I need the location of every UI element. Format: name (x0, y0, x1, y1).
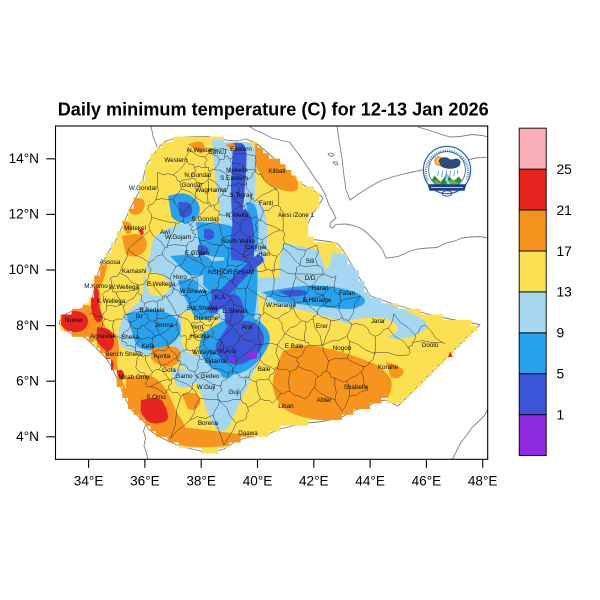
svg-text:Yem: Yem (191, 324, 203, 331)
svg-text:Afder: Afder (316, 397, 331, 404)
svg-text:S.Omo: S.Omo (146, 394, 166, 401)
svg-text:1: 1 (557, 408, 565, 423)
svg-text:Horo: Horo (173, 274, 187, 281)
svg-text:Gondar: Gondar (181, 182, 202, 189)
svg-text:WagHamra: WagHamra (195, 187, 227, 194)
svg-text:B.Bedele: B.Bedele (139, 307, 165, 314)
svg-text:N.Gondar: N.Gondar (184, 172, 211, 179)
svg-text:42°E: 42°E (299, 474, 329, 489)
svg-text:W.Shewa: W.Shewa (180, 288, 207, 295)
svg-text:Liban: Liban (278, 403, 294, 410)
svg-text:Harari: Harari (311, 285, 328, 292)
svg-text:N.Western: N.Western (187, 147, 217, 154)
svg-text:Assosa: Assosa (100, 259, 121, 266)
svg-text:Gedeo: Gedeo (201, 373, 220, 380)
svg-text:Western: Western (164, 157, 188, 164)
svg-text:K.A: K.A (215, 294, 226, 301)
svg-text:E.Hararge: E.Hararge (303, 297, 332, 304)
svg-text:Mirab Omo: Mirab Omo (118, 374, 150, 381)
svg-text:Jimma: Jimma (155, 322, 174, 329)
svg-text:D/D: D/D (305, 275, 316, 282)
svg-text:Nuwer: Nuwer (65, 317, 83, 324)
svg-text:Oromia: Oromia (246, 244, 267, 251)
svg-text:W.Wellega: W.Wellega (109, 284, 139, 291)
svg-text:South Wello: South Wello (221, 238, 255, 245)
svg-text:Nogob: Nogob (333, 345, 352, 352)
svg-text:Metekel: Metekel (124, 225, 146, 232)
svg-text:W.Arsi: W.Arsi (218, 348, 236, 355)
svg-text:Eastern: Eastern (230, 146, 252, 153)
svg-text:Jarar: Jarar (371, 318, 385, 325)
svg-text:Erer: Erer (316, 323, 328, 330)
svg-text:40°E: 40°E (243, 474, 273, 489)
svg-text:46°E: 46°E (412, 474, 442, 489)
svg-text:13: 13 (557, 285, 573, 300)
svg-text:4°N: 4°N (16, 429, 39, 444)
svg-text:Sheka: Sheka (121, 334, 139, 341)
svg-text:W.Hararge: W.Hararge (266, 302, 297, 309)
svg-text:Daawa: Daawa (238, 430, 258, 437)
svg-text:Shabelle: Shabelle (344, 384, 369, 391)
svg-text:Wolayita: Wolayita (192, 349, 217, 356)
svg-text:21: 21 (557, 203, 572, 218)
svg-text:Guji: Guji (228, 389, 239, 396)
svg-text:Awi: Awi (160, 229, 170, 236)
svg-text:Korahe: Korahe (378, 364, 399, 371)
svg-text:K.Wellega: K.Wellega (97, 298, 126, 305)
svg-text:10°N: 10°N (9, 262, 39, 277)
svg-text:Agnewak: Agnewak (90, 333, 117, 340)
svg-text:8°N: 8°N (16, 318, 39, 333)
svg-text:Mekelle: Mekelle (226, 167, 248, 174)
svg-text:Fanti: Fanti (259, 200, 273, 207)
svg-text:S.Tigray: S.Tigray (229, 192, 253, 199)
svg-text:Awsi /Zone 1: Awsi /Zone 1 (278, 212, 315, 219)
svg-text:12°N: 12°N (9, 207, 39, 222)
svg-text:Ilu: Ilu (136, 313, 143, 320)
svg-text:17: 17 (557, 244, 572, 259)
svg-text:Borena: Borena (198, 420, 219, 427)
svg-text:E.Gojam: E.Gojam (185, 250, 210, 257)
svg-text:Daily minimum temperature (C): Daily minimum temperature (C) for 12-13 … (58, 99, 489, 120)
svg-text:E.Shewa: E.Shewa (222, 308, 248, 315)
svg-text:5: 5 (557, 367, 565, 382)
svg-text:14°N: 14°N (9, 151, 39, 166)
svg-text:Hari: Hari (258, 251, 270, 258)
svg-text:38°E: 38°E (186, 474, 216, 489)
svg-text:Kilbati: Kilbati (268, 168, 285, 175)
svg-text:25: 25 (557, 162, 573, 177)
svg-text:Siti: Siti (306, 258, 315, 265)
svg-text:Sidama: Sidama (204, 358, 226, 365)
svg-text:9: 9 (557, 326, 565, 341)
svg-text:Guraghe: Guraghe (194, 315, 219, 322)
svg-text:N.Wello: N.Wello (226, 212, 248, 219)
svg-text:6°N: 6°N (16, 373, 39, 388)
svg-text:E.Bale: E.Bale (285, 343, 304, 350)
svg-text:Bench Sheko: Bench Sheko (105, 351, 143, 358)
svg-text:W.Gojam: W.Gojam (165, 234, 191, 241)
svg-text:Gamo: Gamo (175, 373, 193, 380)
svg-text:SW.Shewa: SW.Shewa (187, 305, 218, 312)
svg-text:44°E: 44°E (355, 474, 385, 489)
svg-text:W.Guji: W.Guji (197, 384, 216, 391)
svg-text:Kefa: Kefa (142, 343, 155, 350)
svg-text:Hadiya: Hadiya (190, 333, 210, 340)
svg-text:48°E: 48°E (468, 474, 498, 489)
svg-text:Doolo: Doolo (422, 342, 439, 349)
svg-text:Cent.T: Cent.T (209, 149, 228, 156)
svg-text:Konta: Konta (154, 353, 171, 360)
svg-text:S.Gondar: S.Gondar (192, 216, 219, 223)
svg-text:W.Gondar: W.Gondar (129, 185, 157, 192)
svg-text:Gofa: Gofa (162, 367, 176, 374)
svg-text:E.Wellega: E.Wellega (147, 281, 176, 288)
svg-text:Bale: Bale (258, 366, 271, 373)
svg-text:NSH|OR|SH|AM: NSH|OR|SH|AM (208, 269, 254, 276)
svg-text:M.Komo: M.Komo (84, 283, 108, 290)
svg-text:Kamashi: Kamashi (122, 268, 147, 275)
svg-text:Fafan: Fafan (339, 290, 356, 297)
svg-text:S.Eastern: S.Eastern (220, 175, 248, 182)
svg-text:36°E: 36°E (130, 474, 160, 489)
svg-text:Arsi: Arsi (242, 324, 253, 331)
svg-text:34°E: 34°E (74, 474, 104, 489)
